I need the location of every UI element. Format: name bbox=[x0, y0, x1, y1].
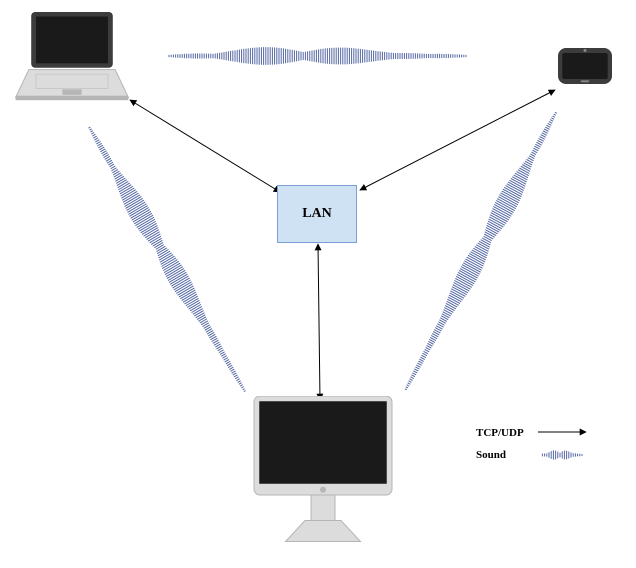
legend: TCP/UDP Sound bbox=[476, 426, 594, 470]
legend-tcp-row: TCP/UDP bbox=[476, 426, 594, 440]
legend-wave-icon bbox=[534, 446, 594, 464]
legend-sound-label: Sound bbox=[476, 449, 534, 461]
network-diagram: LAN TCP/UDP Sound bbox=[0, 0, 636, 568]
phone-icon bbox=[558, 48, 612, 84]
legend-tcp-label: TCP/UDP bbox=[476, 427, 534, 439]
laptop-icon bbox=[12, 12, 132, 102]
legend-sound-row: Sound bbox=[476, 446, 594, 464]
desktop-icon bbox=[248, 396, 398, 546]
lan-box: LAN bbox=[277, 185, 357, 243]
lan-label: LAN bbox=[302, 206, 332, 222]
legend-arrow-icon bbox=[534, 426, 594, 440]
